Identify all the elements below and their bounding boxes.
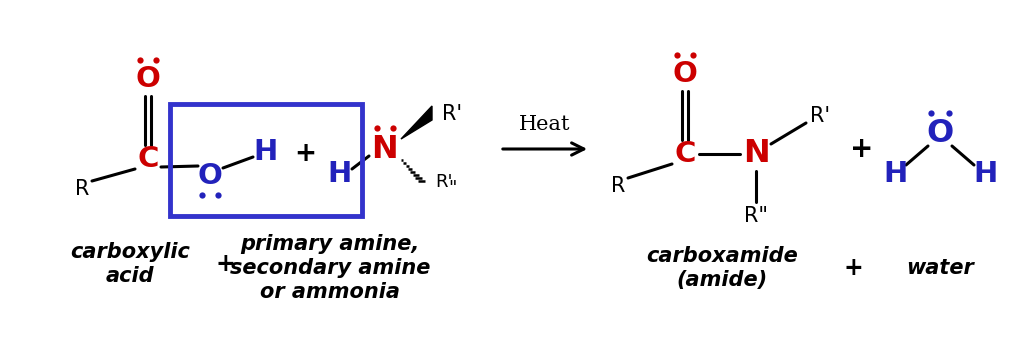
Text: O: O	[927, 118, 953, 150]
Text: R": R"	[744, 206, 768, 226]
Text: carboxylic: carboxylic	[70, 242, 189, 262]
Text: secondary amine: secondary amine	[229, 258, 430, 278]
Text: N: N	[372, 133, 398, 164]
Text: acid: acid	[105, 266, 155, 286]
Text: or ammonia: or ammonia	[260, 282, 400, 302]
Text: H: H	[328, 160, 352, 188]
Text: C: C	[675, 140, 695, 168]
Text: primary amine,: primary amine,	[241, 234, 420, 254]
Text: O: O	[673, 60, 697, 88]
Text: +: +	[294, 141, 316, 167]
Text: +: +	[850, 135, 873, 163]
Polygon shape	[401, 106, 432, 139]
Text: H: H	[883, 160, 907, 188]
Text: C: C	[137, 145, 159, 173]
Bar	[170, 104, 362, 216]
Text: H: H	[253, 138, 278, 166]
Text: R': R'	[810, 106, 830, 126]
Text: (amide): (amide)	[677, 270, 768, 290]
Text: O: O	[135, 65, 161, 93]
Text: H: H	[973, 160, 997, 188]
Text: R': R'	[442, 104, 462, 124]
Text: O: O	[198, 162, 222, 190]
Text: water: water	[906, 258, 974, 278]
Text: ": "	[449, 179, 457, 197]
Text: +: +	[215, 252, 234, 276]
Text: carboxamide: carboxamide	[646, 246, 798, 266]
Text: N: N	[742, 139, 769, 170]
Text: R: R	[610, 176, 626, 196]
Text: +: +	[843, 256, 863, 280]
Text: R': R'	[435, 173, 453, 191]
Text: Heat: Heat	[519, 116, 570, 135]
Text: R: R	[75, 179, 89, 199]
